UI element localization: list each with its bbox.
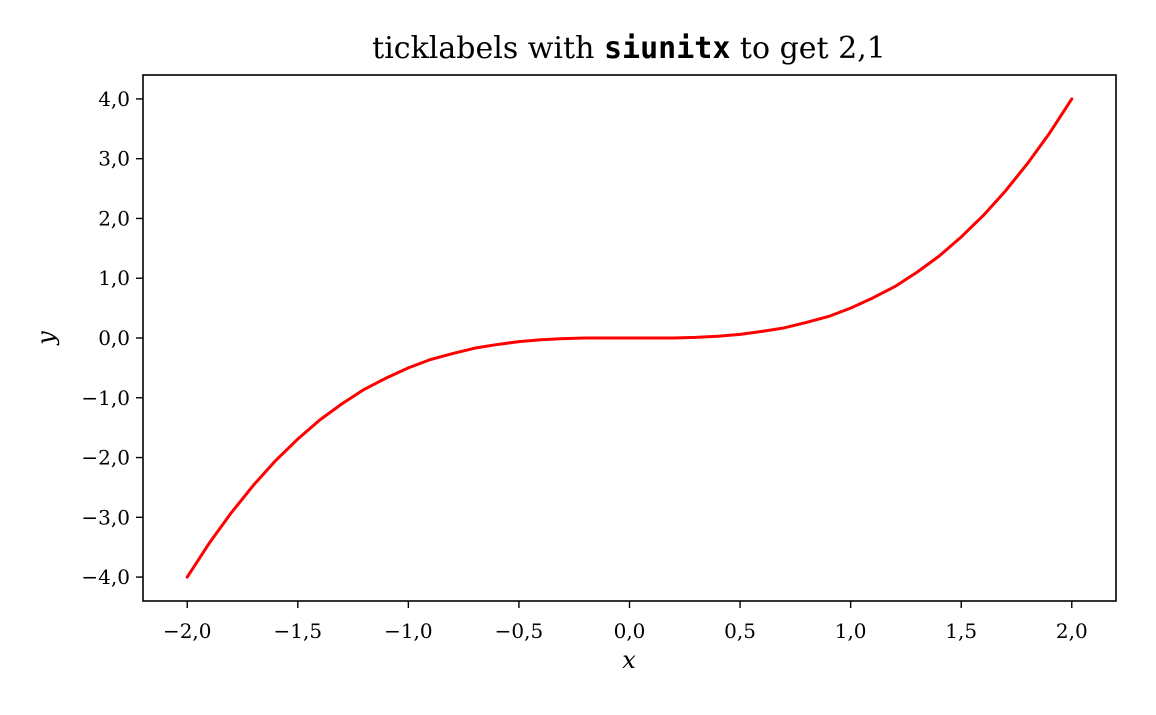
x-tick-label: 2,0	[1056, 619, 1088, 643]
chart-title: ticklabels with siunitx to get 2,1	[372, 31, 886, 66]
chart-title-suffix: to get 2,1	[730, 31, 885, 66]
x-tick-label: −0,5	[495, 619, 544, 643]
chart-title-prefix: ticklabels with	[372, 31, 604, 66]
y-tick-label: 1,0	[98, 266, 130, 290]
x-tick-label: 0,5	[724, 619, 756, 643]
series-line	[185, 97, 1074, 579]
x-tick-label: −2,0	[163, 619, 212, 643]
y-tick-label: 4,0	[98, 87, 130, 111]
x-tick-label: −1,5	[274, 619, 323, 643]
x-tick-label: −1,0	[384, 619, 433, 643]
y-tick-label: 3,0	[98, 147, 130, 171]
y-axis-ticks: 4,0 3,0 2,0 1,0 0,0 −1,0 −2,0 −3,0 −4,0	[81, 87, 143, 589]
y-tick-label: 0,0	[98, 326, 130, 350]
y-tick-label: 2,0	[98, 206, 130, 230]
series-layer	[185, 97, 1074, 579]
chart-title-code: siunitx	[604, 31, 730, 66]
y-tick-label: −2,0	[81, 446, 130, 470]
y-axis-label: y	[32, 331, 60, 346]
x-tick-label: 0,0	[614, 619, 646, 643]
x-axis-ticks: −2,0 −1,5 −1,0 −0,5 0,0 0,5 1,0 1,5 2,0	[163, 601, 1088, 643]
x-axis-label: x	[622, 646, 636, 674]
x-tick-label: 1,0	[835, 619, 867, 643]
y-tick-label: −1,0	[81, 386, 130, 410]
y-tick-label: −3,0	[81, 505, 130, 529]
plot-frame	[142, 74, 1117, 602]
y-tick-label: −4,0	[81, 565, 130, 589]
x-tick-label: 1,5	[945, 619, 977, 643]
